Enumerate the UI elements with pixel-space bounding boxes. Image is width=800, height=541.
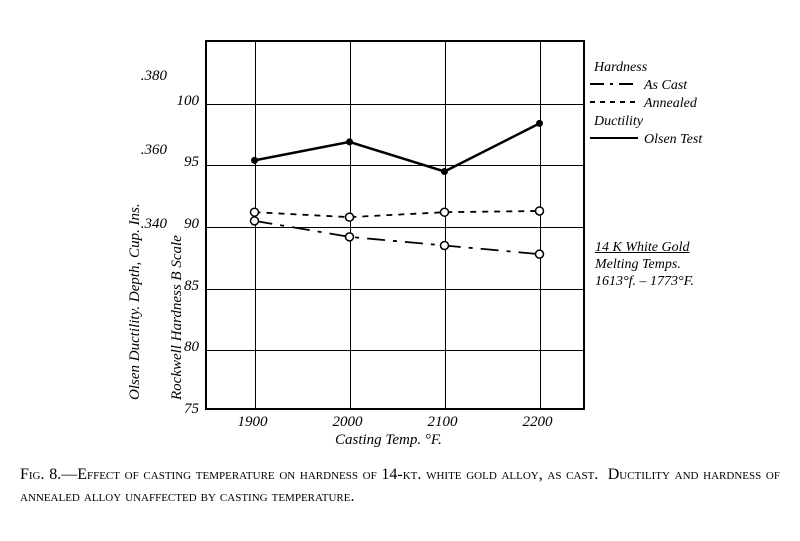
legend-swatch	[590, 96, 638, 112]
series-marker	[441, 168, 448, 175]
series-line	[255, 123, 540, 171]
legend-label: Olsen Test	[644, 132, 702, 148]
figure: 19002000210022007580859095100.340.360.38…	[20, 20, 780, 507]
series-marker	[251, 208, 259, 216]
x-tick-label: 1900	[238, 414, 268, 431]
series-layer	[207, 42, 587, 412]
plot-frame	[205, 40, 585, 410]
series-marker	[346, 233, 354, 241]
legend-swatch	[590, 78, 638, 94]
legend-row: Annealed	[590, 96, 702, 112]
series-marker	[536, 120, 543, 127]
series-marker	[346, 138, 353, 145]
x-axis-label: Casting Temp. °F.	[335, 432, 442, 449]
fig-label: Fig. 8.	[20, 466, 61, 483]
legend: Hardness As Cast Annealed Ductility Olsen Te…	[590, 60, 702, 150]
caption-line1: —Effect of casting temperature on hardne…	[61, 466, 598, 483]
y-tick-hardness: 90	[175, 216, 199, 233]
series-marker	[346, 213, 354, 221]
annotation-sub1: Melting Temps.	[595, 257, 681, 272]
legend-heading: Ductility	[594, 114, 702, 130]
legend-label: Annealed	[644, 96, 697, 112]
annotation: 14 K White Gold Melting Temps. 1613°f. – 1…	[595, 240, 694, 290]
legend-heading: Hardness	[594, 60, 702, 76]
legend-row: Olsen Test	[590, 132, 702, 148]
legend-swatch	[590, 132, 638, 148]
chart-area: 19002000210022007580859095100.340.360.38…	[20, 20, 780, 450]
legend-label: As Cast	[644, 78, 687, 94]
annotation-title: 14 K White Gold	[595, 240, 690, 255]
figure-caption: Fig. 8.—Effect of casting temperature on…	[20, 464, 780, 507]
legend-row: As Cast	[590, 78, 702, 94]
y-axis-label-hardness: Rockwell Hardness B Scale	[169, 235, 186, 400]
y-tick-hardness: 100	[175, 93, 199, 110]
series-marker	[441, 208, 449, 216]
series-marker	[536, 250, 544, 258]
y-tick-ductility: .360	[133, 142, 167, 159]
x-tick-label: 2000	[333, 414, 363, 431]
series-marker	[441, 242, 449, 250]
y-axis-label-ductility: Olsen Ductility. Depth, Cup. Ins.	[127, 203, 144, 400]
series-line	[255, 221, 540, 254]
x-tick-label: 2100	[428, 414, 458, 431]
series-marker	[251, 157, 258, 164]
y-tick-hardness: 95	[175, 154, 199, 171]
series-line	[255, 211, 540, 217]
series-marker	[536, 207, 544, 215]
series-marker	[251, 217, 259, 225]
x-tick-label: 2200	[523, 414, 553, 431]
annotation-sub2: 1613°f. – 1773°F.	[595, 274, 694, 289]
y-tick-ductility: .380	[133, 68, 167, 85]
y-tick-hardness: 75	[175, 401, 199, 418]
